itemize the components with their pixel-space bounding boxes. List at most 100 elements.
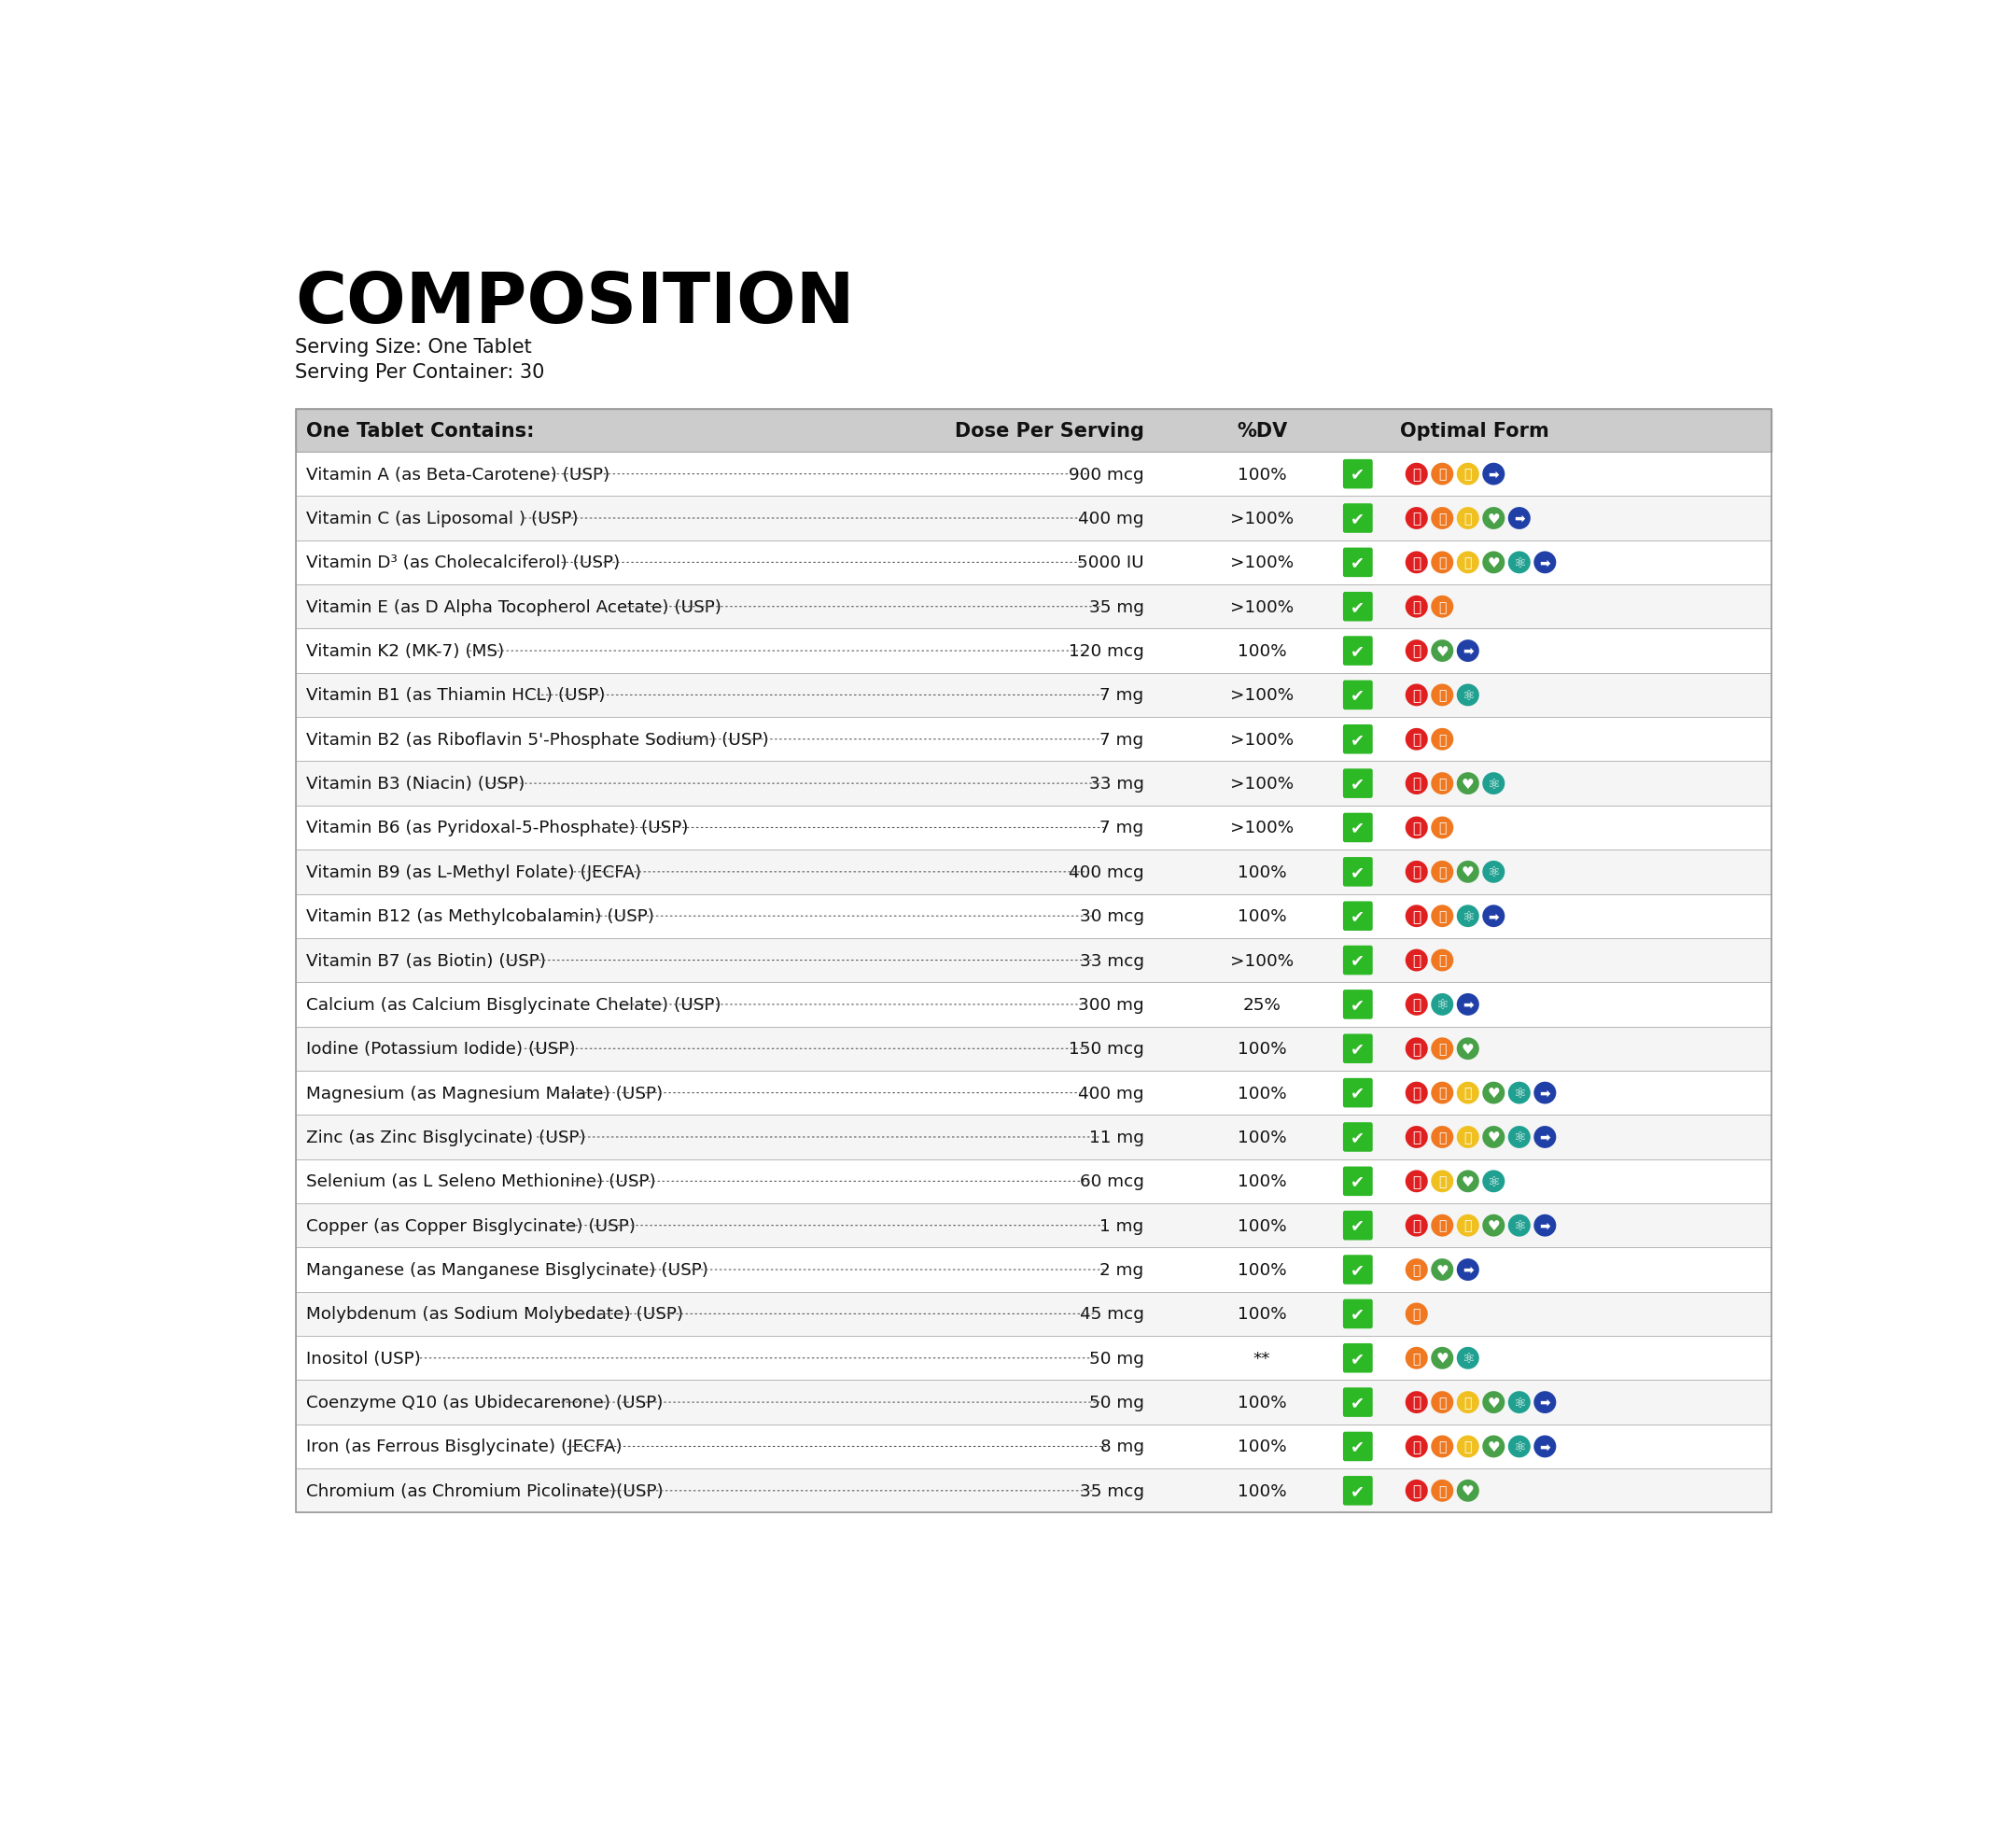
- Text: ⛨: ⛨: [1464, 1219, 1472, 1232]
- Circle shape: [1405, 1436, 1427, 1458]
- Text: 100%: 100%: [1238, 1217, 1286, 1234]
- Text: ⛨: ⛨: [1464, 1086, 1472, 1100]
- Circle shape: [1482, 1126, 1504, 1148]
- Text: 100%: 100%: [1238, 863, 1286, 881]
- FancyBboxPatch shape: [1343, 1387, 1373, 1418]
- FancyBboxPatch shape: [296, 1115, 1770, 1159]
- Text: ⛹: ⛹: [1413, 1130, 1421, 1144]
- Text: 100%: 100%: [1238, 1084, 1286, 1102]
- FancyBboxPatch shape: [296, 540, 1770, 586]
- Text: ✔: ✔: [1351, 1394, 1365, 1411]
- Text: ⛹: ⛹: [1413, 821, 1421, 836]
- FancyBboxPatch shape: [1343, 593, 1373, 622]
- Text: Magnesium (as Magnesium Malate) (USP): Magnesium (as Magnesium Malate) (USP): [306, 1084, 663, 1102]
- Text: ➡: ➡: [1462, 998, 1474, 1011]
- Circle shape: [1508, 1126, 1530, 1148]
- Text: 7 mg: 7 mg: [1101, 819, 1143, 836]
- Text: ⚛: ⚛: [1462, 688, 1474, 703]
- Circle shape: [1405, 1126, 1427, 1148]
- Text: ♥: ♥: [1462, 865, 1474, 880]
- Circle shape: [1431, 993, 1454, 1017]
- Text: ⛹: ⛹: [1413, 600, 1421, 615]
- Circle shape: [1534, 551, 1556, 575]
- Circle shape: [1458, 772, 1480, 796]
- Text: Vitamin B3 (Niacin) (USP): Vitamin B3 (Niacin) (USP): [306, 776, 524, 792]
- Text: ⛨: ⛨: [1464, 1131, 1472, 1144]
- Text: 33 mg: 33 mg: [1089, 776, 1143, 792]
- FancyBboxPatch shape: [296, 1027, 1770, 1071]
- Circle shape: [1405, 728, 1427, 750]
- Circle shape: [1431, 949, 1454, 971]
- Text: ⛹: ⛹: [1413, 1175, 1421, 1188]
- Circle shape: [1431, 551, 1454, 575]
- Text: ⛹: ⛹: [1413, 1042, 1421, 1057]
- Circle shape: [1405, 1480, 1427, 1502]
- Text: ♥: ♥: [1462, 1175, 1474, 1188]
- Circle shape: [1508, 1082, 1530, 1104]
- Text: **: **: [1254, 1350, 1270, 1367]
- Circle shape: [1458, 684, 1480, 706]
- Circle shape: [1482, 905, 1504, 927]
- Text: >100%: >100%: [1230, 819, 1294, 836]
- Text: ✋: ✋: [1437, 1042, 1445, 1055]
- Circle shape: [1482, 1215, 1504, 1237]
- Circle shape: [1458, 1391, 1480, 1414]
- Text: Vitamin E (as D Alpha Tocopherol Acetate) (USP): Vitamin E (as D Alpha Tocopherol Acetate…: [306, 599, 722, 615]
- Circle shape: [1458, 861, 1480, 883]
- Text: Vitamin B9 (as L-Methyl Folate) (JECFA): Vitamin B9 (as L-Methyl Folate) (JECFA): [306, 863, 641, 881]
- Text: >100%: >100%: [1230, 511, 1294, 527]
- Text: >100%: >100%: [1230, 599, 1294, 615]
- Text: 60 mcg: 60 mcg: [1081, 1173, 1143, 1190]
- FancyBboxPatch shape: [296, 630, 1770, 673]
- Text: ⚛: ⚛: [1488, 777, 1500, 790]
- Text: ⛹: ⛹: [1413, 865, 1421, 880]
- Text: ✔: ✔: [1351, 1482, 1365, 1498]
- Text: ♥: ♥: [1462, 777, 1474, 790]
- Text: ⛹: ⛹: [1413, 644, 1421, 659]
- FancyBboxPatch shape: [296, 717, 1770, 761]
- Circle shape: [1405, 1347, 1427, 1369]
- Text: 400 mg: 400 mg: [1079, 1084, 1143, 1102]
- Text: 100%: 100%: [1238, 1482, 1286, 1498]
- FancyBboxPatch shape: [296, 496, 1770, 540]
- Text: ✋: ✋: [1437, 1219, 1445, 1232]
- Circle shape: [1431, 1126, 1454, 1148]
- Text: ⛨: ⛨: [1464, 1396, 1472, 1409]
- Text: ✋: ✋: [1437, 865, 1445, 880]
- Text: ✔: ✔: [1351, 1084, 1365, 1102]
- Text: 100%: 100%: [1238, 1261, 1286, 1278]
- Text: ⚛: ⚛: [1512, 1396, 1526, 1409]
- Text: 100%: 100%: [1238, 1040, 1286, 1057]
- Text: ♥: ♥: [1488, 511, 1500, 526]
- Circle shape: [1482, 551, 1504, 575]
- FancyBboxPatch shape: [1343, 548, 1373, 579]
- FancyBboxPatch shape: [1343, 1035, 1373, 1064]
- FancyBboxPatch shape: [296, 807, 1770, 850]
- Text: ✋: ✋: [1437, 1440, 1445, 1453]
- Text: ⛹: ⛹: [1413, 909, 1421, 923]
- Text: ✔: ✔: [1351, 1261, 1365, 1278]
- Text: 400 mg: 400 mg: [1079, 511, 1143, 527]
- Circle shape: [1405, 464, 1427, 485]
- Text: ♥: ♥: [1435, 644, 1450, 659]
- Text: Manganese (as Manganese Bisglycinate) (USP): Manganese (as Manganese Bisglycinate) (U…: [306, 1261, 708, 1278]
- FancyBboxPatch shape: [296, 1071, 1770, 1115]
- Text: ✔: ✔: [1351, 511, 1365, 527]
- Text: 2 mg: 2 mg: [1101, 1261, 1143, 1278]
- Text: 100%: 100%: [1238, 1173, 1286, 1190]
- Text: ⛹: ⛹: [1413, 467, 1421, 482]
- Circle shape: [1508, 551, 1530, 575]
- Text: ✔: ✔: [1351, 909, 1365, 925]
- Circle shape: [1431, 905, 1454, 927]
- Text: Vitamin B12 (as Methylcobalamin) (USP): Vitamin B12 (as Methylcobalamin) (USP): [306, 909, 655, 925]
- Text: ⛨: ⛨: [1464, 557, 1472, 569]
- Circle shape: [1508, 1391, 1530, 1414]
- Circle shape: [1405, 597, 1427, 619]
- FancyBboxPatch shape: [296, 761, 1770, 807]
- Text: Selenium (as L Seleno Methionine) (USP): Selenium (as L Seleno Methionine) (USP): [306, 1173, 655, 1190]
- FancyBboxPatch shape: [296, 1159, 1770, 1204]
- Text: 30 mcg: 30 mcg: [1079, 909, 1143, 925]
- Text: 45 mcg: 45 mcg: [1081, 1305, 1143, 1323]
- Text: ✋: ✋: [1413, 1307, 1421, 1321]
- FancyBboxPatch shape: [1343, 1212, 1373, 1241]
